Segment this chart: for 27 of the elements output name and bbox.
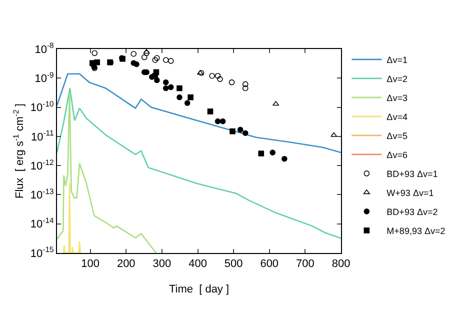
x-axis-title: Time [ day ] [168,283,230,296]
legend-label: Δv=5 [386,130,408,141]
legend-label: Δv=6 [386,150,408,160]
x-tick-label: 200 [116,258,136,270]
x-tick-label: 100 [81,258,100,270]
y-tick-label: 10$^{-12}$ [30,158,54,172]
x-tick-label: 300 [152,258,172,270]
y-tick-label: 10$^{-8}$ [34,41,54,56]
x-tick-label: 600 [260,258,279,270]
y-tick-label: 10$^{-9}$ [34,70,54,85]
legend-label: M+89,93 Δv=2 [386,226,446,236]
x-tick-label: 800 [332,258,350,270]
x-tick-label: 500 [224,258,243,270]
x-tick-label: 700 [296,258,314,270]
legend-label: Δv=2 [386,74,408,84]
y-tick-label: 10$^{-15}$ [30,245,54,260]
legend-label: W+93 Δv=1 [386,188,434,198]
y-tick-label: 10$^{-13}$ [30,186,54,202]
legend-label: Δv=4 [386,112,408,122]
y-tick-label: 10$^{-14}$ [30,216,55,231]
legend-label: Δv=3 [386,92,408,103]
legend-label: Δv=1 [386,54,408,65]
y-tick-label: 10$^{-10}$ [30,100,54,114]
legend-label: BD+93 Δv=2 [386,206,438,217]
x-tick-label: 400 [188,258,207,270]
y-tick-label: 10$^{-11}$ [31,128,54,144]
legend-label: BD+93 Δv=1 [386,168,438,179]
